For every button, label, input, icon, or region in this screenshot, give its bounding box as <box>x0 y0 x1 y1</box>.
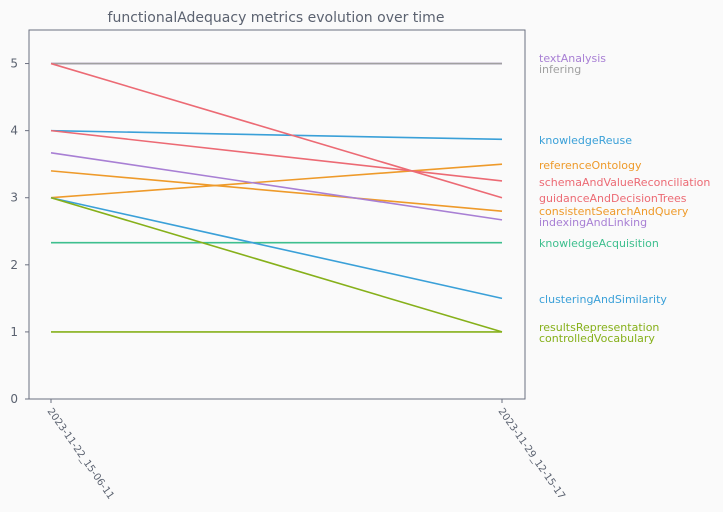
y-tick-label: 1 <box>10 325 18 339</box>
x-tick-label: 2023-11-29_12-15-17 <box>496 406 567 501</box>
y-tick-label: 5 <box>10 57 18 71</box>
legend-entry-indexingAndLinking: indexingAndLinking <box>539 216 647 229</box>
legend-entry-clusteringAndSimilarity: clusteringAndSimilarity <box>539 293 667 306</box>
legend-entry-resultsRepresentation: resultsRepresentation <box>539 321 659 334</box>
legend-entry-infering: infering <box>539 63 581 76</box>
y-tick-label: 3 <box>10 191 18 205</box>
series-line-clusteringAndSimilarity <box>50 196 503 300</box>
series-line-knowledgeReuse <box>50 129 503 141</box>
plot-area <box>28 29 526 400</box>
legend-entry-knowledgeReuse: knowledgeReuse <box>539 134 632 147</box>
chart-title: functionalAdequacy metrics evolution ove… <box>108 10 445 26</box>
series-line-consistentSearchAndQuery <box>50 170 503 212</box>
legend-entry-consistentSearchAndQuery: consistentSearchAndQuery <box>539 205 689 218</box>
series-lines <box>50 62 503 333</box>
series-line-guidanceAndDecisionTrees <box>50 62 503 199</box>
y-axis: 0 1 2 3 4 5 <box>10 57 29 406</box>
legend-entry-controlledVocabulary: controlledVocabulary <box>539 332 655 345</box>
series-line-indexingAndLinking <box>50 151 503 221</box>
y-tick-label: 4 <box>10 124 18 138</box>
legend-entry-knowledgeAcquisition: knowledgeAcquisition <box>539 237 659 250</box>
x-tick-label: 2023-11-22_15-06-11 <box>45 406 116 501</box>
series-line-schemaAndValueReconciliation <box>50 129 503 182</box>
y-tick-label: 0 <box>10 392 18 406</box>
y-tick-label: 2 <box>10 258 18 272</box>
x-axis: 2023-11-22_15-06-11 2023-11-29_12-15-17 <box>45 399 567 502</box>
legend-entry-referenceOntology: referenceOntology <box>539 159 642 172</box>
series-line-resultsRepresentation <box>50 196 503 333</box>
legend-entry-textAnalysis: textAnalysis <box>539 52 606 65</box>
legend-entry-schemaAndValueReconciliation: schemaAndValueReconciliation <box>539 176 710 189</box>
legend-entry-guidanceAndDecisionTrees: guidanceAndDecisionTrees <box>539 192 687 205</box>
series-line-referenceOntology <box>50 163 503 199</box>
